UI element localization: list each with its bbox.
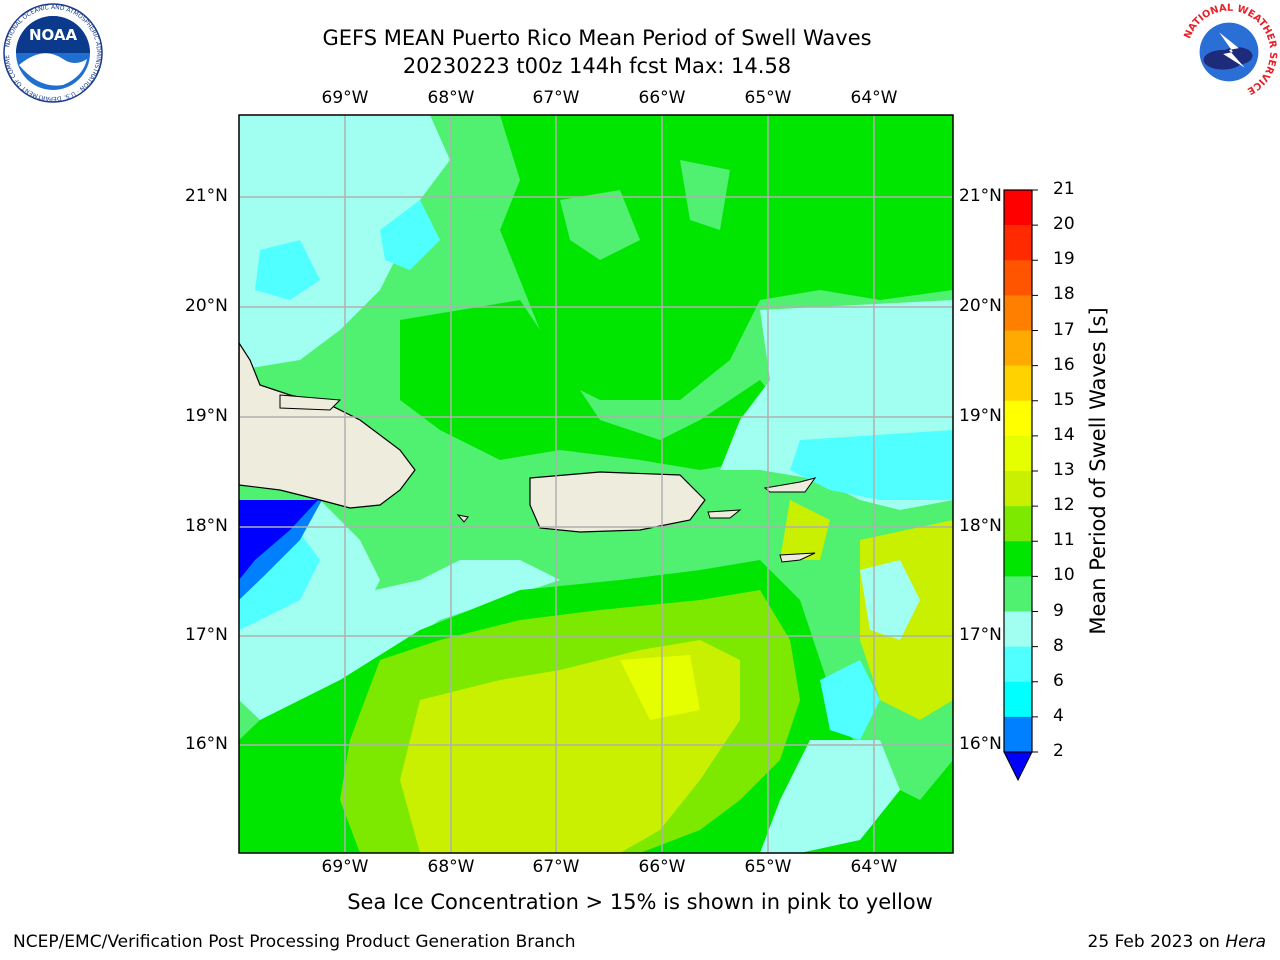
lat-label-right: 21°N — [959, 186, 1002, 206]
colorbar-band — [1004, 541, 1032, 577]
colorbar-tick-label: 11 — [1053, 530, 1075, 551]
colorbar-band — [1004, 611, 1032, 647]
lat-label-left: 17°N — [185, 625, 228, 645]
colorbar-tick-label: 6 — [1053, 670, 1064, 691]
lat-label-right: 20°N — [959, 296, 1002, 316]
colorbar-tick-label: 10 — [1053, 565, 1075, 586]
colorbar-ticks: 21 20 19 18 17 16 15 14 13 12 11 10 9 8 6 4 2 — [1053, 0, 1093, 960]
colorbar-tick-label: 9 — [1053, 600, 1064, 621]
sea-ice-note: Sea Ice Concentration > 15% is shown in … — [347, 890, 933, 914]
colorbar-tick-label: 4 — [1053, 705, 1064, 726]
lon-label-bottom: 64°W — [850, 857, 898, 877]
colorbar-tick-label: 17 — [1053, 319, 1075, 340]
map-subtitle-forecast: 20230223 t00z 144h fcst Max: 14.58 — [402, 54, 792, 78]
lon-label-top: 67°W — [532, 88, 580, 108]
map-title: GEFS MEAN Puerto Rico Mean Period of Swe… — [322, 26, 872, 50]
lon-label-bottom: 67°W — [532, 857, 580, 877]
lat-label-left: 19°N — [185, 406, 228, 426]
colorbar-band — [1004, 295, 1032, 331]
lon-label-top: 68°W — [427, 88, 475, 108]
colorbar-tick-label: 2 — [1053, 741, 1064, 761]
date-text: 25 Feb 2023 on Hera — [1087, 932, 1266, 952]
colorbar — [1003, 189, 1038, 782]
colorbar-band — [1004, 646, 1032, 683]
colorbar-tick-label: 16 — [1053, 354, 1075, 375]
colorbar-tick-label: 19 — [1053, 249, 1075, 270]
lon-label-bottom: 66°W — [638, 857, 686, 877]
nws-logo: NATIONAL WEATHER SERVICE — [1180, 3, 1278, 101]
lat-label-right: 19°N — [959, 406, 1002, 426]
colorbar-tick-label: 8 — [1053, 635, 1064, 656]
lon-label-bottom: 68°W — [427, 857, 475, 877]
map-gridlines — [239, 115, 953, 853]
lon-label-top: 64°W — [850, 88, 898, 108]
colorbar-tick-label: 21 — [1053, 179, 1075, 199]
svg-text:NOAA: NOAA — [29, 26, 78, 44]
lat-label-right: 18°N — [959, 516, 1002, 536]
lon-label-top: 65°W — [744, 88, 792, 108]
colorbar-tick-label: 18 — [1053, 284, 1075, 305]
lat-label-right: 17°N — [959, 625, 1002, 645]
colorbar-label: Mean Period of Swell Waves [s] — [1086, 307, 1110, 635]
lat-label-left: 20°N — [185, 296, 228, 316]
colorbar-under-triangle — [1003, 751, 1033, 782]
colorbar-band — [1004, 400, 1032, 437]
lon-label-bottom: 65°W — [744, 857, 792, 877]
colorbar-tick-label: 14 — [1053, 424, 1075, 445]
lat-label-left: 16°N — [185, 734, 228, 754]
colorbar-band — [1004, 435, 1032, 472]
colorbar-band — [1004, 716, 1032, 753]
colorbar-band — [1004, 260, 1032, 296]
lon-label-top: 66°W — [638, 88, 686, 108]
noaa-logo: NATIONAL OCEANIC AND ATMOSPHERIC ADMINIS… — [3, 3, 103, 103]
colorbar-tick-label: 12 — [1053, 495, 1075, 516]
lat-label-right: 16°N — [959, 734, 1002, 754]
lat-label-left: 18°N — [185, 516, 228, 536]
colorbar-tick-label: 20 — [1053, 214, 1075, 235]
colorbar-band — [1004, 471, 1032, 507]
lat-label-left: 21°N — [185, 186, 228, 206]
colorbar-band — [1004, 506, 1032, 542]
colorbar-band — [1004, 190, 1032, 226]
colorbar-tick-label: 13 — [1053, 460, 1075, 480]
lon-label-bottom: 69°W — [321, 857, 369, 877]
machine-name: Hera — [1225, 932, 1266, 952]
colorbar-band — [1004, 681, 1032, 718]
colorbar-band — [1004, 576, 1032, 612]
swell-period-field — [239, 115, 953, 853]
colorbar-band — [1004, 225, 1032, 261]
colorbar-band — [1004, 330, 1032, 366]
colorbar-tick-label: 15 — [1053, 389, 1075, 410]
map-frame — [238, 114, 954, 854]
credit-text: NCEP/EMC/Verification Post Processing Pr… — [13, 932, 576, 952]
lon-label-top: 69°W — [321, 88, 369, 108]
colorbar-band — [1004, 365, 1032, 402]
